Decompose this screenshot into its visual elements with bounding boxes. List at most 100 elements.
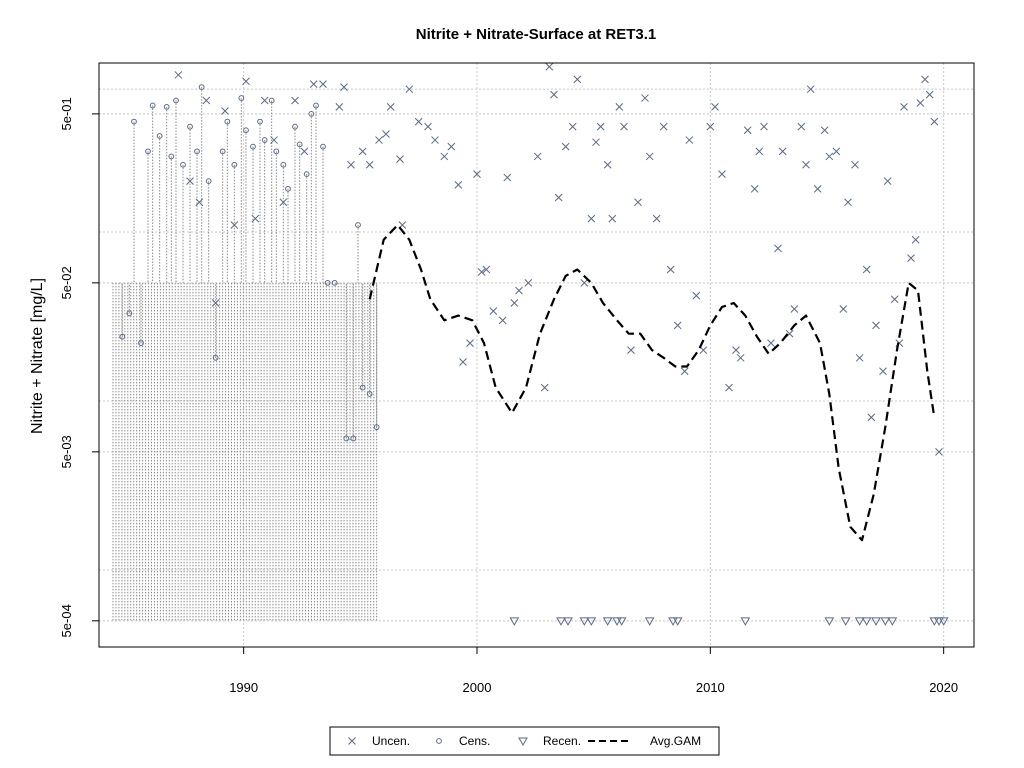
uncensored-point <box>627 346 635 354</box>
censored-point <box>163 103 170 110</box>
censored-point <box>280 161 287 168</box>
uncensored-point <box>473 170 481 178</box>
legend-box <box>329 726 720 756</box>
uncensored-point <box>319 80 327 88</box>
gam-curve <box>368 223 936 542</box>
uncensored-point <box>900 103 908 111</box>
x-tick-label: 2000 <box>463 680 492 695</box>
uncensored-point <box>242 77 250 86</box>
legend-label: Avg.GAM <box>650 734 701 748</box>
uncensored-point <box>386 103 395 111</box>
recensored-point <box>740 617 751 626</box>
uncensored-point <box>883 177 892 185</box>
censored-point <box>119 333 126 340</box>
uncensored-point <box>844 198 852 207</box>
uncensored-point <box>755 147 764 156</box>
legend: Uncen. Cens. Recen. Avg.GAM <box>329 726 720 756</box>
recensored-point <box>602 617 613 626</box>
legend-censored-symbol <box>436 738 442 744</box>
uncensored-point <box>862 265 871 274</box>
uncensored-point <box>652 214 661 223</box>
uncensored-point <box>820 126 829 135</box>
recensored-point <box>668 617 678 626</box>
recensored-point <box>887 617 898 626</box>
uncensored-point <box>424 122 432 131</box>
censored-point <box>231 161 238 168</box>
uncensored-point <box>778 147 787 156</box>
uncensored-point <box>832 147 841 156</box>
uncensored-point <box>907 254 915 263</box>
gam-curve-group <box>368 223 936 542</box>
censored-point <box>257 118 263 125</box>
legend-label: Recen. <box>543 734 581 748</box>
uncensored-point <box>587 214 596 223</box>
uncensored-point <box>440 152 449 161</box>
uncensored-point <box>195 198 204 207</box>
uncensored-point <box>211 299 220 307</box>
censored-point <box>126 310 133 317</box>
uncensored-point <box>603 160 612 169</box>
uncensored-point <box>431 136 439 144</box>
uncensored-point <box>300 147 309 156</box>
uncensored-point <box>291 96 299 105</box>
uncensored-point <box>270 136 278 144</box>
uncensored-point <box>879 367 887 376</box>
axes: 1990 2000 2010 2020 5e-04 5e-03 5e-02 5e-01 <box>59 97 958 695</box>
recensored-point <box>871 617 881 626</box>
censored-point <box>324 279 331 286</box>
uncensored-point <box>732 346 740 354</box>
recensored-point <box>563 617 573 626</box>
censored-point <box>285 185 291 192</box>
uncensored-point <box>230 221 239 229</box>
recensored-point <box>579 617 590 626</box>
uncensored-point <box>790 305 799 313</box>
recensored-point <box>556 617 566 626</box>
censored-point <box>373 424 380 431</box>
censored-point <box>250 143 256 150</box>
y-tick-label: 5e-04 <box>59 604 74 637</box>
uncensored-point <box>365 160 374 169</box>
uncensored-point <box>524 279 533 287</box>
uncensored-point <box>340 83 348 91</box>
uncensored-point <box>921 75 929 84</box>
censored-point <box>149 102 156 109</box>
uncensored-point <box>839 305 848 313</box>
recensored-point <box>586 617 597 626</box>
recensored-point <box>854 617 865 626</box>
censored-point <box>359 384 366 391</box>
uncensored-point <box>615 103 624 111</box>
uncensored-point <box>545 62 554 71</box>
uncensored-point <box>596 122 605 131</box>
uncensored-point <box>550 90 558 99</box>
uncensored-point <box>685 136 694 144</box>
data-points <box>119 62 949 626</box>
legend-uncensored-symbol <box>348 737 356 745</box>
uncensored-point <box>890 295 899 304</box>
x-tick-label: 1990 <box>229 680 258 695</box>
uncensored-point <box>454 181 463 189</box>
uncensored-point <box>580 279 589 287</box>
censored-point <box>238 95 245 101</box>
uncensored-point <box>916 99 925 107</box>
censored-point <box>261 137 268 143</box>
censored-point <box>145 148 151 155</box>
uncensored-point <box>174 71 183 79</box>
censored-point <box>168 153 175 160</box>
censored-point <box>366 391 373 397</box>
uncensored-point <box>774 244 782 253</box>
censored-point <box>313 102 319 109</box>
uncensored-point <box>718 170 726 178</box>
uncensored-point <box>855 353 864 362</box>
uncensored-point <box>666 265 675 274</box>
censored-point <box>131 118 137 125</box>
censored-interval-lines <box>112 87 378 621</box>
uncensored-point <box>482 265 491 274</box>
y-tick-label: 5e-01 <box>59 97 74 130</box>
x-tick-label: 2010 <box>696 680 725 695</box>
uncensored-point <box>592 138 600 147</box>
censored-point <box>268 97 275 104</box>
recensored-point <box>612 617 622 626</box>
uncensored-point <box>466 339 474 347</box>
y-tick-label: 5e-03 <box>59 435 74 468</box>
censored-point <box>205 178 212 185</box>
